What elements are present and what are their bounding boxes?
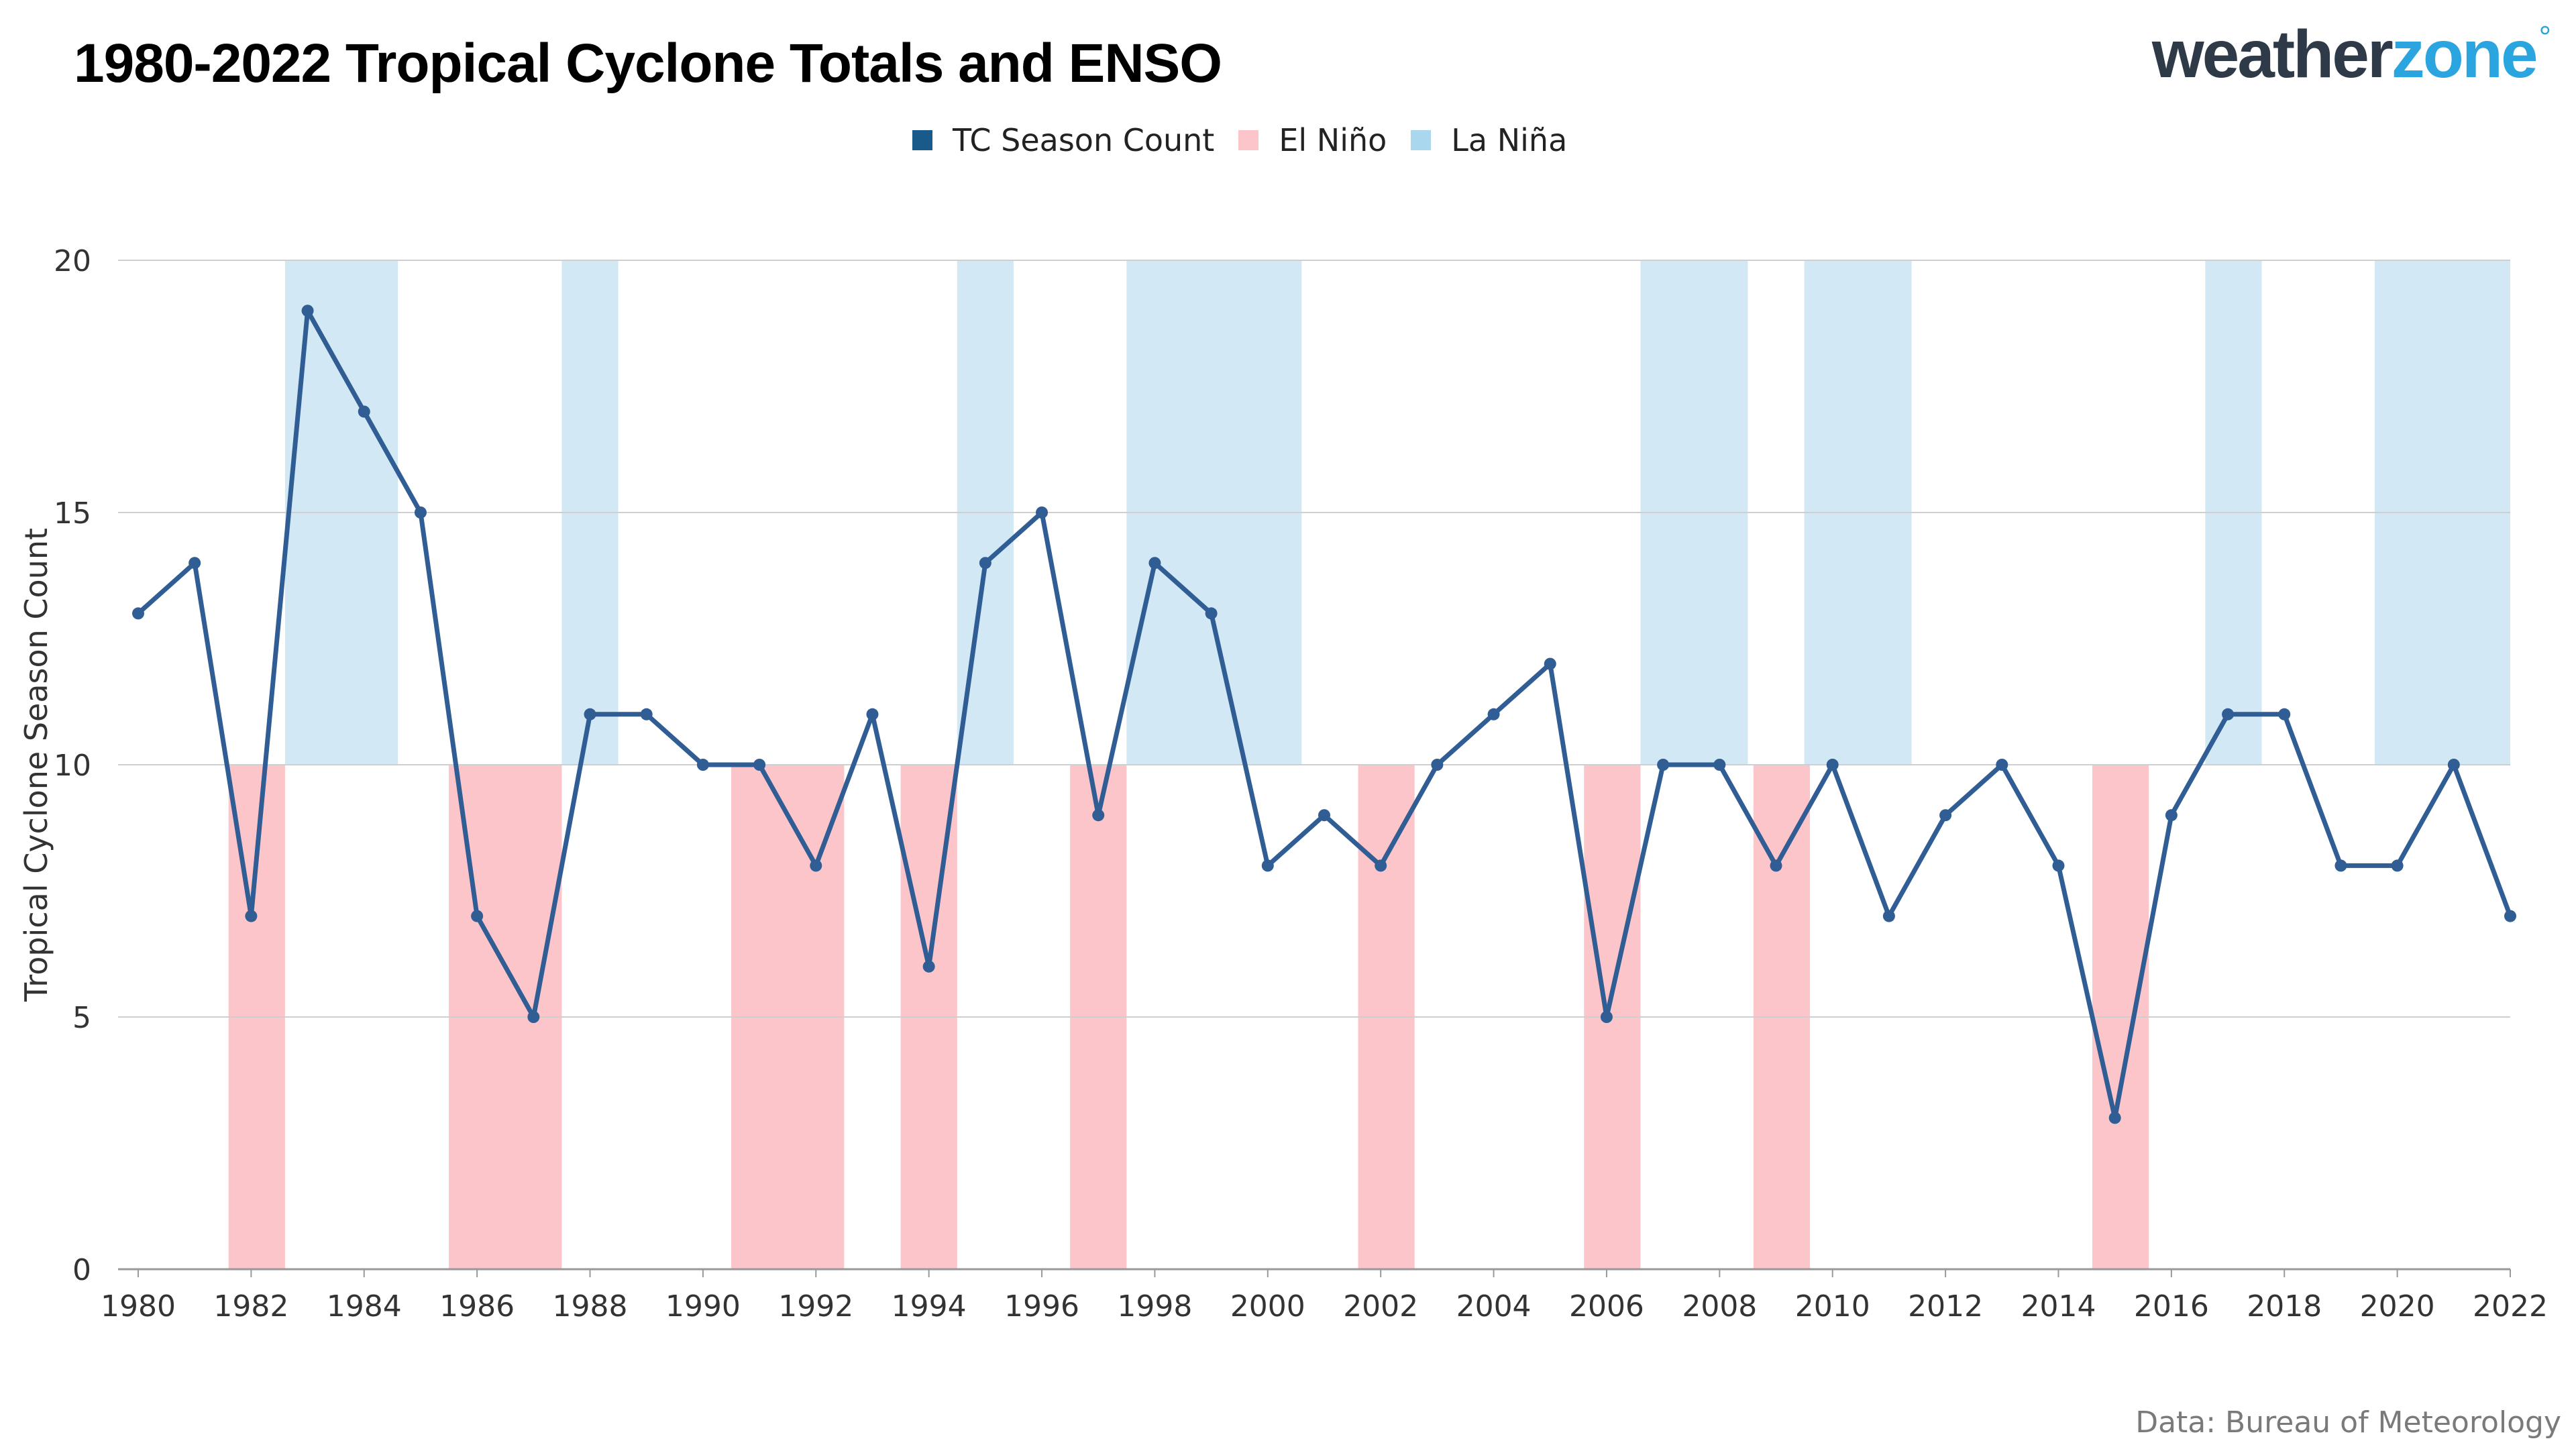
x-tick-label: 2010 xyxy=(1795,1289,1870,1324)
chart-title: 1980-2022 Tropical Cyclone Totals and EN… xyxy=(74,33,1222,94)
legend-item-tc-count[interactable]: TC Season Count xyxy=(912,122,1214,158)
x-tick-label: 2008 xyxy=(1682,1289,1757,1324)
data-point xyxy=(358,405,370,418)
data-point xyxy=(132,607,144,620)
data-point xyxy=(1148,557,1161,570)
logo-degree-icon: ° xyxy=(2538,19,2551,54)
data-point xyxy=(1092,809,1105,822)
data-point xyxy=(301,305,314,317)
data-point xyxy=(2165,809,2178,822)
data-point xyxy=(471,910,484,922)
legend-label-el-nino: El Niño xyxy=(1279,122,1387,158)
x-tick-label: 1990 xyxy=(665,1289,741,1324)
data-point xyxy=(2278,708,2291,720)
x-tick-label: 2020 xyxy=(2360,1289,2435,1324)
data-point xyxy=(1205,607,1218,620)
x-tick-label: 1984 xyxy=(327,1289,402,1324)
data-point xyxy=(414,506,427,519)
data-point xyxy=(584,708,596,720)
y-axis-label: Tropical Cyclone Season Count xyxy=(18,528,54,1002)
y-tick-label: 20 xyxy=(54,244,91,278)
data-point xyxy=(810,859,822,872)
data-point xyxy=(922,960,935,973)
data-point xyxy=(2334,859,2347,872)
data-point xyxy=(1036,506,1049,519)
legend-label-la-nina: La Niña xyxy=(1451,122,1568,158)
data-point xyxy=(1544,657,1556,670)
chart-legend: TC Season Count El Niño La Niña xyxy=(912,122,1591,158)
data-point xyxy=(527,1011,540,1023)
logo-text-weather: weather xyxy=(2151,17,2394,92)
x-tick-label: 2014 xyxy=(2021,1289,2096,1324)
x-tick-label: 2002 xyxy=(1343,1289,1418,1324)
data-point xyxy=(189,557,201,570)
x-tick-label: 1980 xyxy=(101,1289,176,1324)
legend-label-tc-count: TC Season Count xyxy=(953,122,1215,158)
data-point xyxy=(1261,859,1274,872)
data-point xyxy=(1770,859,1782,872)
data-point xyxy=(1657,759,1670,771)
x-tick-label: 2006 xyxy=(1569,1289,1644,1324)
x-tick-label: 1986 xyxy=(439,1289,515,1324)
data-point xyxy=(2504,910,2516,922)
legend-swatch-el-nino xyxy=(1238,130,1259,150)
x-tick-label: 1992 xyxy=(778,1289,853,1324)
data-point xyxy=(1826,759,1839,771)
x-tick-label: 2000 xyxy=(1230,1289,1305,1324)
data-point xyxy=(753,759,766,771)
legend-swatch-la-nina xyxy=(1411,130,1432,150)
data-point xyxy=(1713,759,1726,771)
legend-item-la-nina[interactable]: La Niña xyxy=(1411,122,1567,158)
y-tick-label: 5 xyxy=(72,1001,91,1035)
source-note: Data: Bureau of Meteorology xyxy=(2135,1405,2561,1440)
data-point xyxy=(866,708,879,720)
data-point xyxy=(1882,910,1895,922)
x-tick-label: 1996 xyxy=(1004,1289,1079,1324)
data-point xyxy=(1487,708,1500,720)
y-tick-label: 15 xyxy=(54,496,91,531)
y-tick-label: 10 xyxy=(54,749,91,783)
data-point xyxy=(1431,759,1444,771)
x-tick-label: 2022 xyxy=(2473,1289,2548,1324)
y-tick-label: 0 xyxy=(72,1253,91,1287)
data-point xyxy=(2447,759,2460,771)
x-tick-label: 2012 xyxy=(1908,1289,1983,1324)
data-point xyxy=(1375,859,1387,872)
data-point xyxy=(2391,859,2404,872)
data-point xyxy=(1939,809,1952,822)
data-point xyxy=(979,557,991,570)
x-tick-label: 1998 xyxy=(1117,1289,1192,1324)
x-tick-label: 1988 xyxy=(553,1289,628,1324)
data-point xyxy=(245,910,258,922)
data-point xyxy=(2052,859,2065,872)
data-point xyxy=(696,759,709,771)
data-point xyxy=(1318,809,1330,822)
x-tick-label: 2016 xyxy=(2134,1289,2209,1324)
data-point xyxy=(1600,1011,1613,1023)
weatherzone-logo[interactable]: weatherzone° xyxy=(2151,16,2551,93)
legend-item-el-nino[interactable]: El Niño xyxy=(1238,122,1387,158)
x-tick-label: 1994 xyxy=(892,1289,967,1324)
data-point xyxy=(1996,759,2008,771)
logo-text-zone: zone xyxy=(2391,17,2538,92)
data-point xyxy=(2108,1112,2121,1124)
x-tick-label: 2018 xyxy=(2247,1289,2322,1324)
legend-swatch-tc-count xyxy=(912,130,932,150)
x-tick-label: 1982 xyxy=(213,1289,288,1324)
x-tick-label: 2004 xyxy=(1456,1289,1532,1324)
data-point xyxy=(640,708,653,720)
data-point xyxy=(2222,708,2235,720)
